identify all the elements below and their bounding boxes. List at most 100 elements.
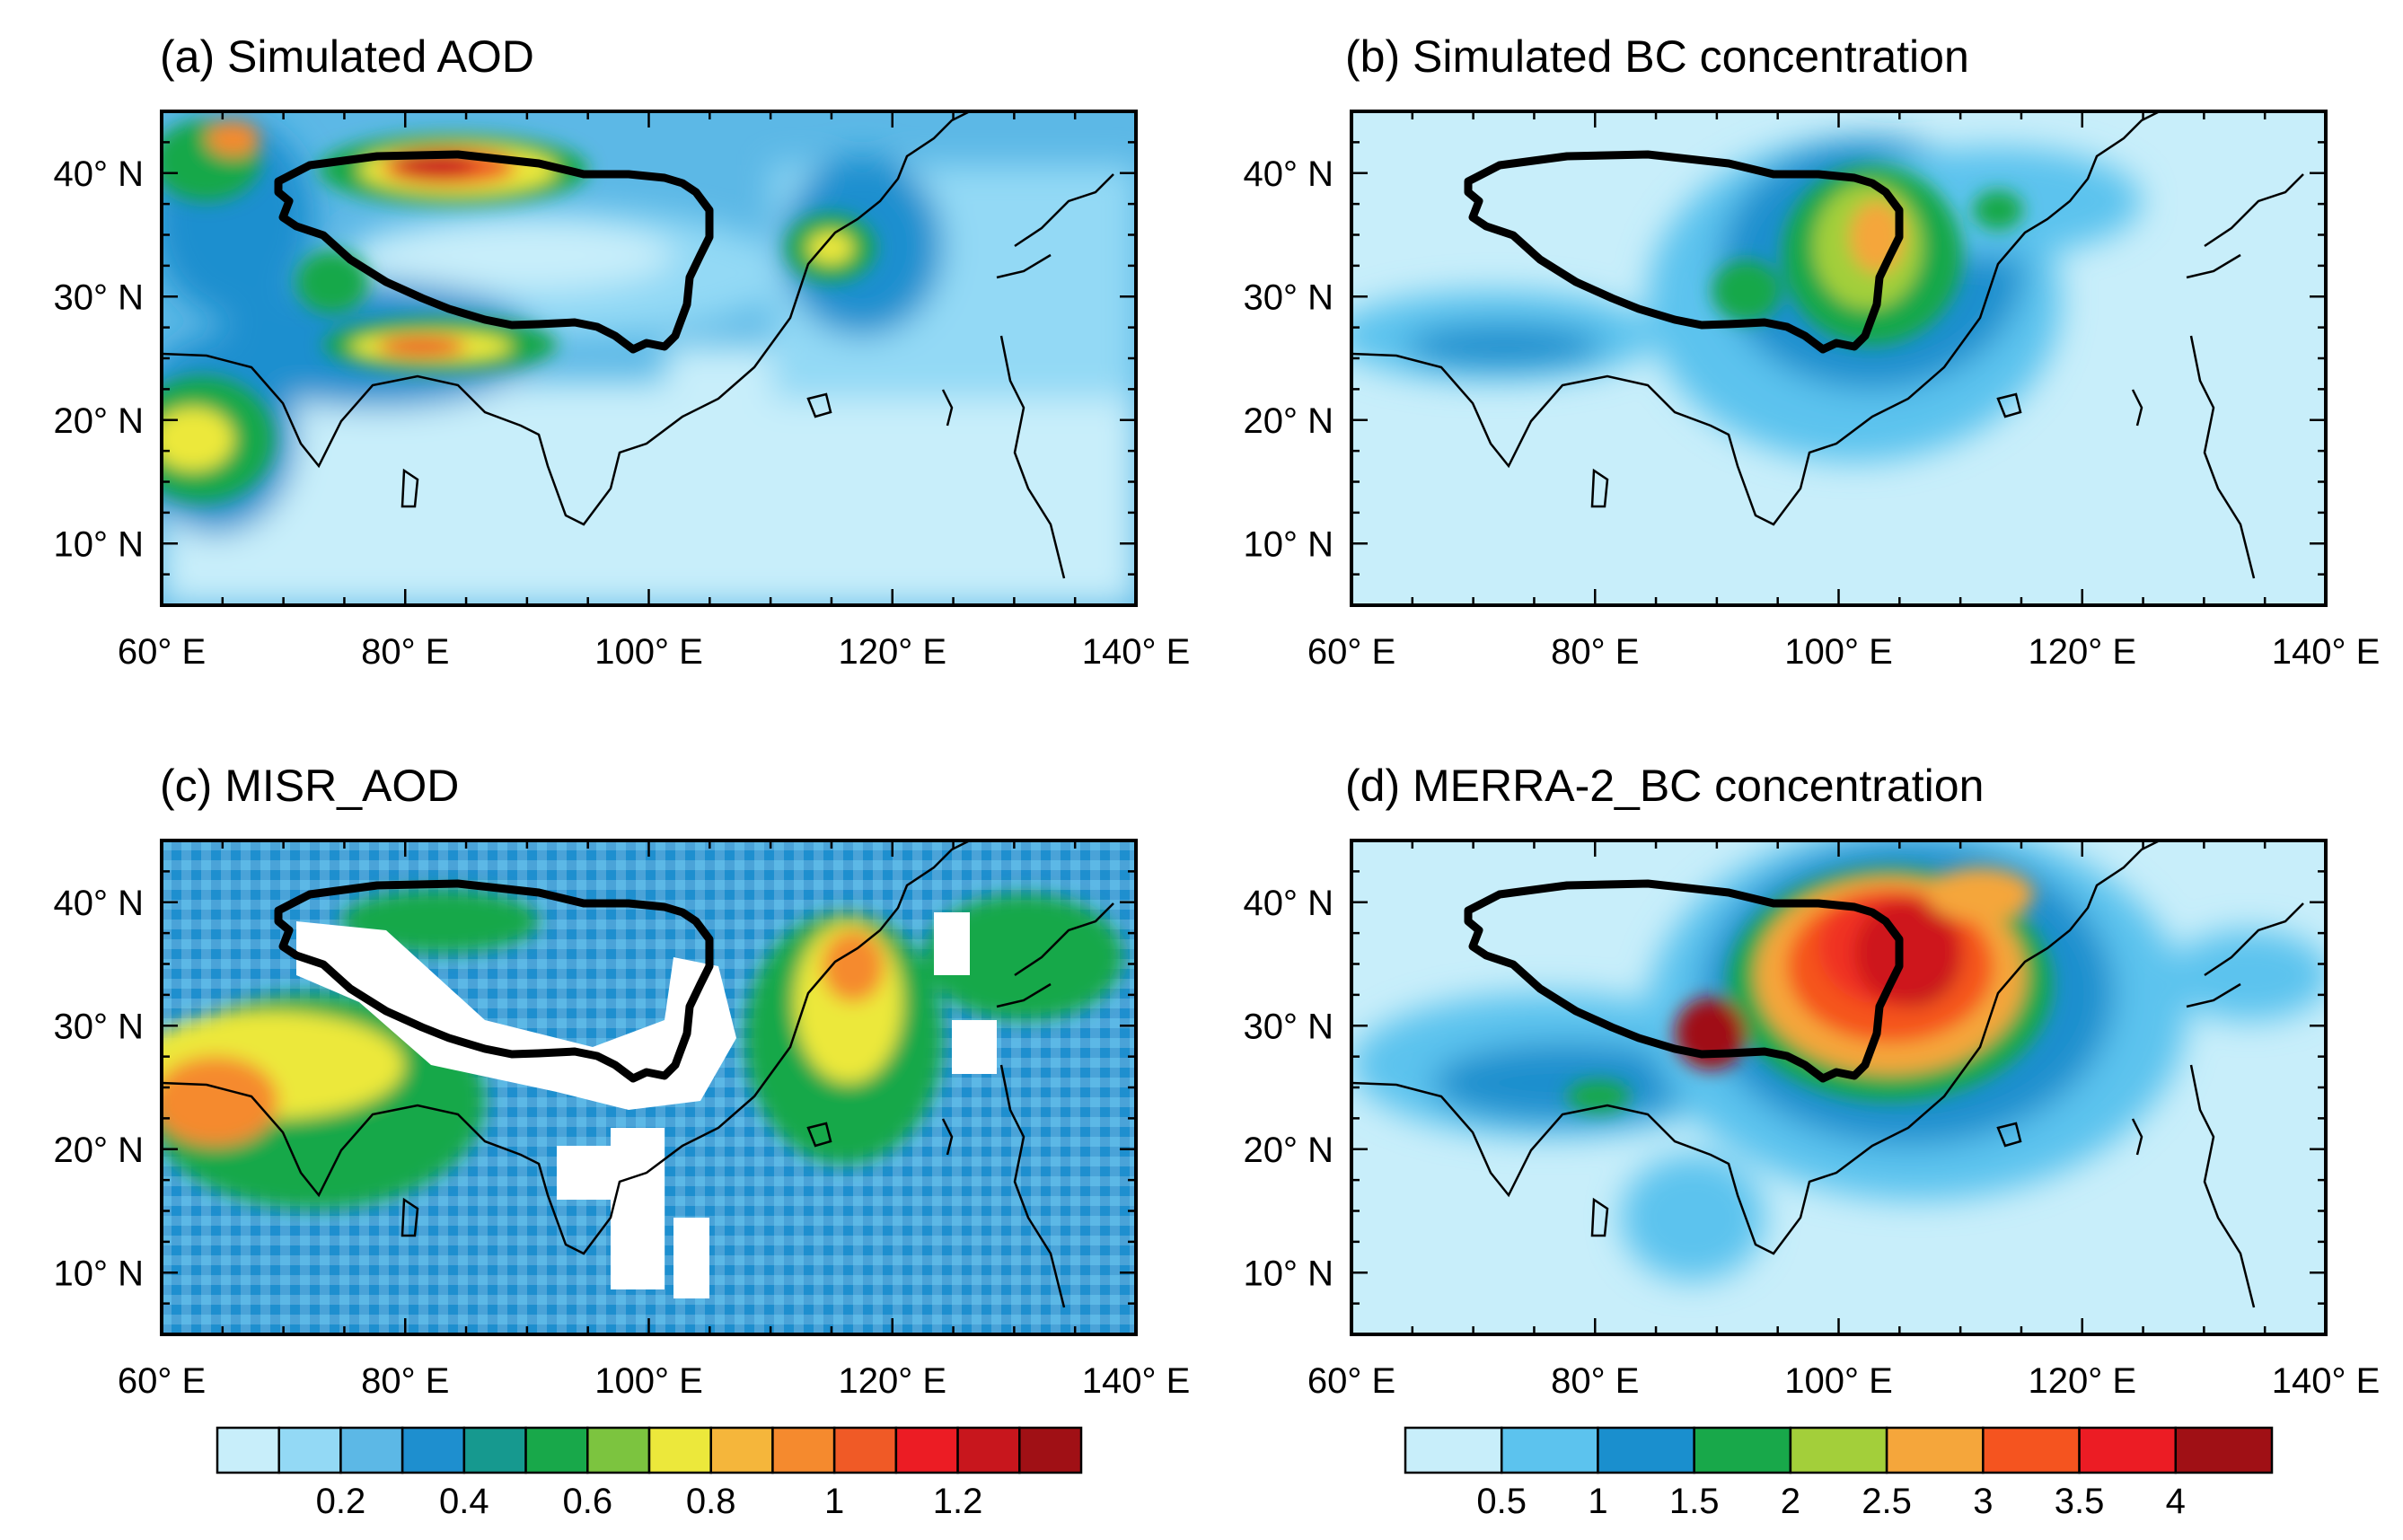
lon-tick-label: 140° E bbox=[2272, 632, 2381, 672]
lat-tick-label: 30° N bbox=[54, 277, 145, 317]
colorbar-swatch bbox=[524, 1426, 589, 1474]
bc-colorbar-label: 4 bbox=[2166, 1482, 2186, 1521]
lon-tick-label: 120° E bbox=[2028, 1361, 2136, 1401]
lon-tick-label: 60° E bbox=[1307, 632, 1395, 672]
panel-b-coastline bbox=[1351, 110, 2161, 526]
panel-a-axes: 60° E 80° E 100° E 120° E 140° E 40° N 30° N 20… bbox=[54, 110, 1190, 672]
panel-d-coastline-segment bbox=[1590, 1197, 1609, 1237]
panel-a-coastline bbox=[161, 110, 971, 526]
panel-a-coastline-segment bbox=[400, 468, 419, 508]
panel-d-coastline-segment bbox=[2189, 1064, 2256, 1308]
lon-tick-label: 80° E bbox=[361, 632, 449, 672]
panel-d-coastline-segment bbox=[1996, 1122, 2022, 1148]
colorbar-swatch bbox=[216, 1426, 280, 1474]
panel-c-coastline-segment bbox=[400, 1197, 419, 1237]
panel-d-coastline-segment bbox=[2186, 982, 2241, 1008]
panel-a-coastline-segment bbox=[1014, 173, 1114, 248]
colorbar-swatch bbox=[1789, 1426, 1888, 1474]
lat-tick-label: 40° N bbox=[1244, 884, 1334, 923]
colorbar-swatch bbox=[277, 1426, 342, 1474]
aod-colorbar-label: 0.6 bbox=[562, 1482, 612, 1521]
panel-a-map bbox=[162, 111, 1136, 605]
colorbar-swatch bbox=[832, 1426, 898, 1474]
panel-c-title: (c) MISR_AOD bbox=[160, 761, 459, 811]
lon-tick-label: 60° E bbox=[118, 632, 206, 672]
lon-tick-label: 140° E bbox=[1082, 1361, 1191, 1401]
bc-colorbar-label: 3.5 bbox=[2055, 1482, 2105, 1521]
colorbar-swatch bbox=[1018, 1426, 1083, 1474]
colorbar-swatch bbox=[339, 1426, 404, 1474]
panel-a-outline-group bbox=[161, 110, 1114, 579]
colorbar-swatch bbox=[1597, 1426, 1695, 1474]
colorbars: 0.2 0.4 0.6 0.8 1 1.2 0.5 1 1.5 2 2.5 3 3.5 4 bbox=[216, 1426, 2274, 1521]
panel-d-coastline-segment bbox=[2204, 902, 2304, 977]
panel-c-coastline-segment bbox=[999, 1064, 1066, 1308]
panel-d-axes: 60° E 80° E 100° E 120° E 140° E 40° N 30° N 20… bbox=[1244, 839, 2381, 1401]
colorbar-swatch bbox=[647, 1426, 712, 1474]
lat-tick-label: 10° N bbox=[54, 1254, 145, 1293]
colorbar-swatch bbox=[462, 1426, 527, 1474]
lat-tick-label: 40° N bbox=[54, 154, 145, 194]
panel-d-plateau-outline bbox=[1464, 879, 1904, 1083]
panel-c-outline-group bbox=[161, 839, 1114, 1308]
bc-colorbar-label: 1 bbox=[1588, 1482, 1607, 1521]
colorbar-swatch bbox=[2174, 1426, 2274, 1474]
aod-colorbar-label: 0.2 bbox=[316, 1482, 366, 1521]
panel-c-axes: 60° E 80° E 100° E 120° E 140° E 40° N 30° N 20… bbox=[54, 839, 1191, 1401]
bc-colorbar-label: 3 bbox=[1973, 1482, 1993, 1521]
bc-colorbar-label: 0.5 bbox=[1476, 1482, 1527, 1521]
panel-c-coastline-segment bbox=[941, 1118, 954, 1156]
panel-d: (d) MERRA-2_BC concentration bbox=[1345, 761, 2326, 1334]
lat-tick-label: 30° N bbox=[1244, 277, 1334, 317]
lat-tick-label: 10° N bbox=[1244, 1254, 1334, 1293]
lon-tick-label: 140° E bbox=[2272, 1361, 2381, 1401]
lon-tick-label: 100° E bbox=[594, 1361, 703, 1401]
bc-colorbar-label: 2.5 bbox=[1862, 1482, 1912, 1521]
lat-tick-label: 20° N bbox=[1244, 401, 1334, 441]
panel-c-coastline-segment bbox=[806, 1122, 832, 1148]
colorbar-swatch bbox=[400, 1426, 466, 1474]
panel-b-coastline-segment bbox=[2186, 253, 2241, 279]
lat-tick-label: 20° N bbox=[54, 401, 145, 441]
aod-colorbar-label: 0.4 bbox=[439, 1482, 489, 1521]
panel-b-coastline-segment bbox=[1590, 468, 1609, 508]
map-outlines bbox=[161, 110, 2304, 1308]
lon-tick-label: 100° E bbox=[1784, 1361, 1893, 1401]
lon-tick-label: 80° E bbox=[1551, 632, 1639, 672]
panel-a-coastline-segment bbox=[941, 389, 954, 427]
lon-tick-label: 120° E bbox=[838, 1361, 946, 1401]
lat-tick-label: 40° N bbox=[1244, 154, 1334, 194]
panel-b-outline-group bbox=[1351, 110, 2304, 579]
panel-b-coastline-segment bbox=[2189, 335, 2256, 579]
map-axes: 60° E 80° E 100° E 120° E 140° E 40° N 30° N 20… bbox=[54, 110, 2381, 1401]
panel-c-map bbox=[162, 840, 1136, 1334]
colorbar-swatch bbox=[2078, 1426, 2178, 1474]
lat-tick-label: 40° N bbox=[54, 884, 145, 923]
panel-b-axes: 60° E 80° E 100° E 120° E 140° E 40° N 30° N 20… bbox=[1244, 110, 2381, 672]
panel-b-coastline-segment bbox=[2131, 389, 2143, 427]
panel-a-coastline-segment bbox=[999, 335, 1066, 579]
panel-a-coastline-segment bbox=[806, 392, 832, 418]
lon-tick-label: 80° E bbox=[361, 1361, 449, 1401]
colorbar-swatch bbox=[709, 1426, 774, 1474]
colorbar-swatch bbox=[1500, 1426, 1599, 1474]
panel-b-map bbox=[1351, 111, 2326, 605]
colorbar-swatch bbox=[956, 1426, 1021, 1474]
colorbar-swatch bbox=[1885, 1426, 1985, 1474]
lat-tick-label: 20° N bbox=[1244, 1131, 1334, 1170]
panel-d-outline-group bbox=[1351, 839, 2304, 1308]
panel-a-coastline-segment bbox=[996, 253, 1052, 279]
panel-a-plateau-outline bbox=[274, 150, 714, 354]
lat-tick-label: 10° N bbox=[1244, 524, 1334, 564]
lon-tick-label: 60° E bbox=[1307, 1361, 1395, 1401]
bc-colorbar-label: 1.5 bbox=[1669, 1482, 1720, 1521]
colorbar-swatch bbox=[1693, 1426, 1792, 1474]
lat-tick-label: 30° N bbox=[1244, 1007, 1334, 1046]
lon-tick-label: 100° E bbox=[1784, 632, 1893, 672]
colorbar-swatch bbox=[586, 1426, 651, 1474]
panel-d-coastline-segment bbox=[2131, 1118, 2143, 1156]
panel-b-plateau-outline bbox=[1464, 150, 1904, 354]
aod-colorbar-label: 1.2 bbox=[933, 1482, 983, 1521]
